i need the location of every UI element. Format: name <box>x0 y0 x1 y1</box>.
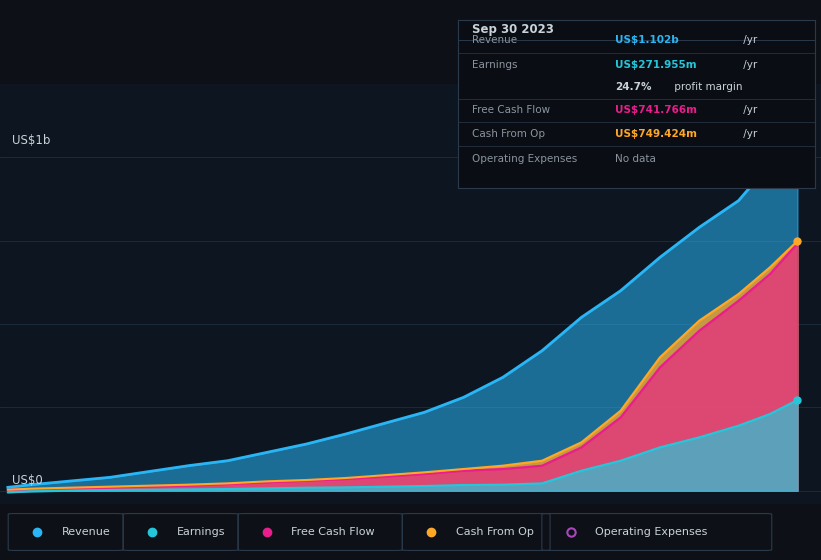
Text: US$749.424m: US$749.424m <box>615 129 697 139</box>
Text: US$741.766m: US$741.766m <box>615 105 697 115</box>
Text: Free Cash Flow: Free Cash Flow <box>291 527 375 537</box>
Text: No data: No data <box>615 154 656 164</box>
Text: US$0: US$0 <box>11 474 43 487</box>
Text: US$1b: US$1b <box>11 134 50 147</box>
Text: /yr: /yr <box>741 35 758 45</box>
Text: profit margin: profit margin <box>671 82 742 92</box>
Text: US$271.955m: US$271.955m <box>615 60 697 70</box>
Text: /yr: /yr <box>741 105 758 115</box>
Text: Revenue: Revenue <box>62 527 110 537</box>
Text: /yr: /yr <box>741 129 758 139</box>
Text: Operating Expenses: Operating Expenses <box>595 527 708 537</box>
Text: Cash From Op: Cash From Op <box>456 527 534 537</box>
Text: Cash From Op: Cash From Op <box>472 129 545 139</box>
Text: Operating Expenses: Operating Expenses <box>472 154 578 164</box>
Text: /yr: /yr <box>741 60 758 70</box>
Text: Revenue: Revenue <box>472 35 517 45</box>
Text: Sep 30 2023: Sep 30 2023 <box>472 23 554 36</box>
Text: 24.7%: 24.7% <box>615 82 652 92</box>
Text: Earnings: Earnings <box>177 527 225 537</box>
Text: Earnings: Earnings <box>472 60 518 70</box>
Text: Free Cash Flow: Free Cash Flow <box>472 105 551 115</box>
Text: US$1.102b: US$1.102b <box>615 35 679 45</box>
